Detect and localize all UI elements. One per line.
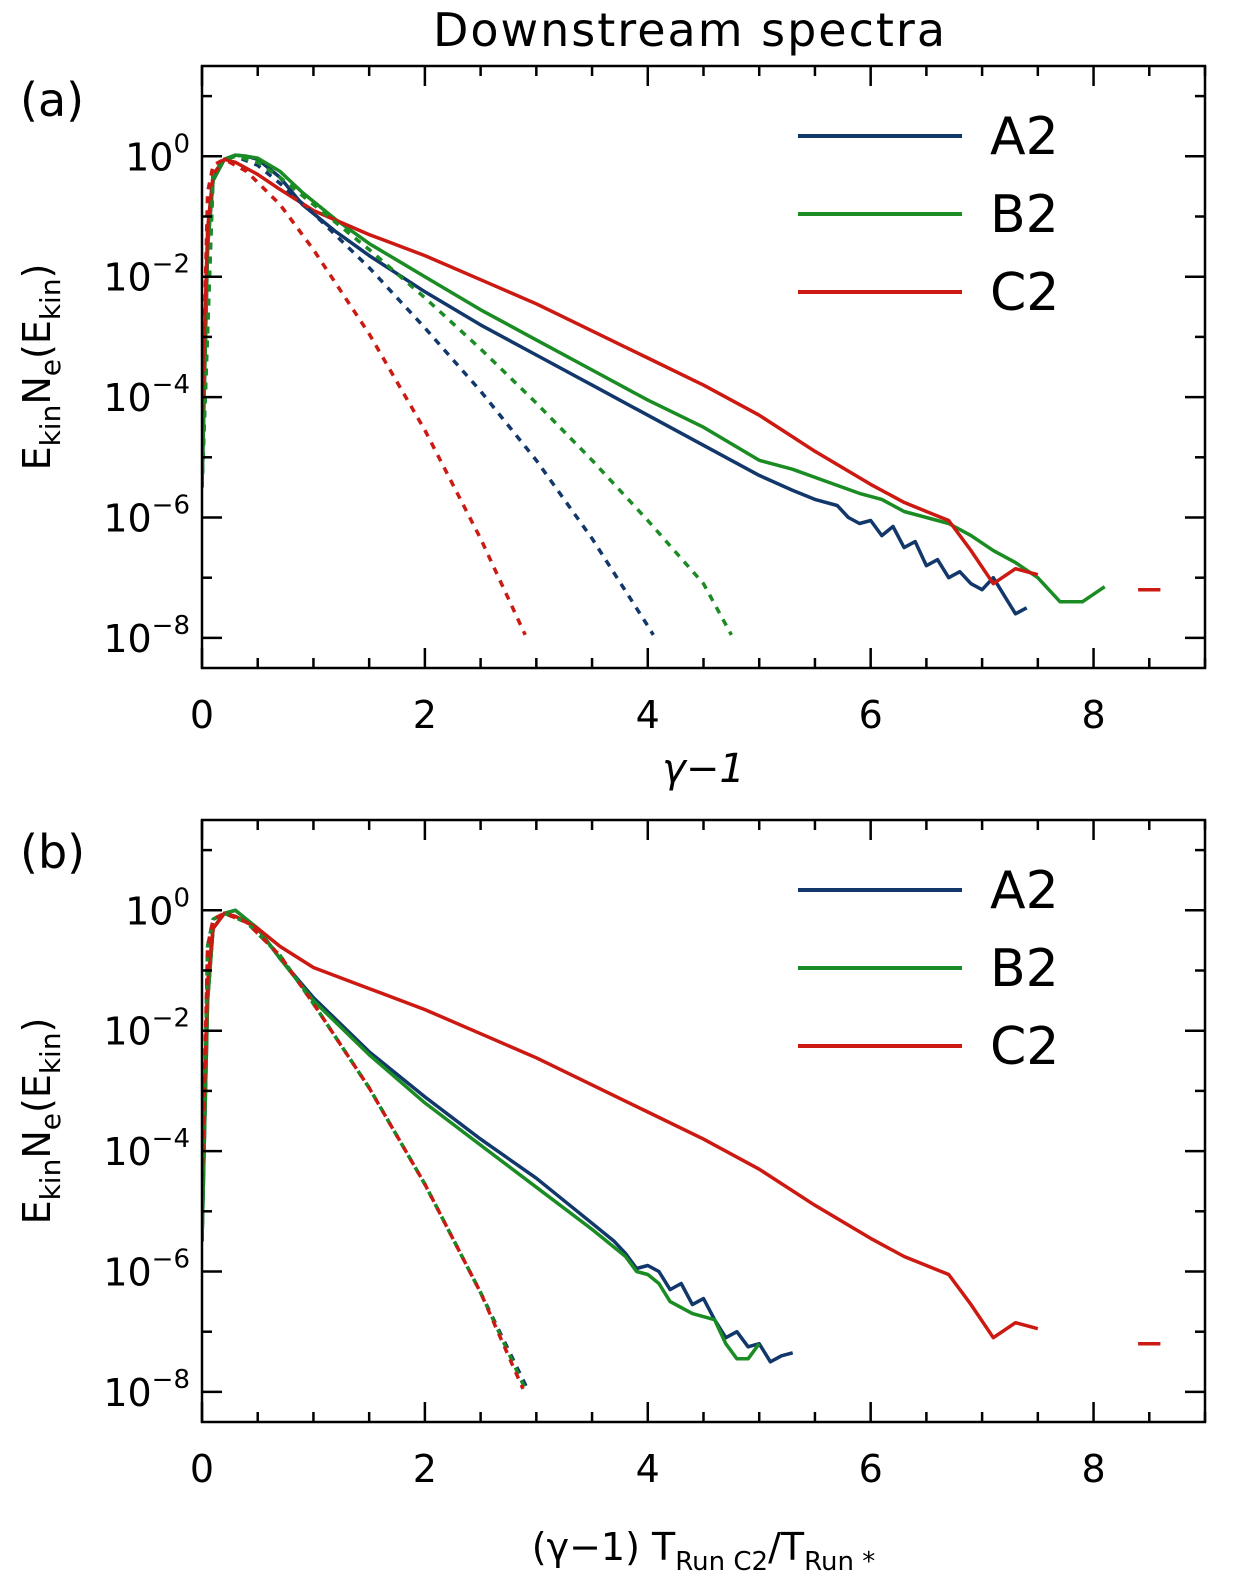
panel-label: (b)	[20, 825, 85, 879]
series-c2-solid-line	[202, 911, 1039, 1340]
y-axis-label: EkinNe(Ekin)	[15, 264, 67, 471]
panel-label: (a)	[20, 73, 84, 127]
x-tick-label: 2	[413, 693, 437, 737]
x-axis-label: (γ−1) TRun C2/TRun *	[532, 1525, 875, 1572]
y-tick-label: 10−8	[103, 1365, 190, 1415]
y-tick-label: 10−6	[103, 1245, 190, 1295]
y-tick-label: 10−8	[103, 611, 190, 661]
legend-label-c2: C2	[990, 263, 1059, 323]
panel-a: 0 2 4 6 8 100 10−2 10−4 10−6 10−8 (a) EkinNe(Ekin) γ…	[15, 64, 1207, 792]
series-a2-dotted-line	[202, 154, 655, 636]
y-tick-label: 10−4	[103, 370, 190, 420]
x-tick-label: 8	[1081, 1447, 1105, 1491]
y-tick-label: 100	[125, 883, 190, 933]
y-tick-label: 10−6	[103, 491, 190, 541]
legend-label-b2: B2	[990, 939, 1059, 999]
series-group	[202, 153, 1161, 636]
panel-b: 0 2 4 6 8 100 10−2 10−4 10−6 10−8 (b) EkinNe(Ekin) (…	[15, 818, 1207, 1572]
legend-label-b2: B2	[990, 185, 1059, 245]
series-a2-solid-line	[202, 908, 794, 1364]
x-tick-label: 0	[190, 693, 214, 737]
x-tick-label: 6	[859, 693, 883, 737]
y-tick-label: 10−2	[103, 1004, 190, 1054]
y-tick-label: 10−2	[103, 250, 190, 300]
legend-label-a2: A2	[990, 861, 1059, 921]
x-tick-label: 2	[413, 1447, 437, 1491]
x-tick-label: 6	[859, 1447, 883, 1491]
series-group	[202, 908, 1161, 1390]
series-c2-dotted-line	[202, 911, 525, 1390]
x-tick-label: 0	[190, 1447, 214, 1491]
series-a2-solid-line	[202, 153, 1028, 616]
series-c2-solid-line	[202, 157, 1039, 586]
legend: A2 B2 C2	[798, 107, 1059, 323]
x-axis-label: γ−1	[662, 746, 745, 792]
legend-label-a2: A2	[990, 107, 1059, 167]
series-a2-dotted-line	[202, 911, 529, 1390]
legend-label-c2: C2	[990, 1017, 1059, 1077]
series-b2-solid-line	[202, 908, 761, 1361]
y-axis-label: EkinNe(Ekin)	[15, 1018, 67, 1225]
series-c2-dotted-line	[202, 157, 527, 636]
figure-title: Downstream spectra	[433, 3, 947, 57]
y-tick-label: 100	[125, 129, 190, 179]
x-tick-label: 4	[636, 1447, 660, 1491]
legend: A2 B2 C2	[798, 861, 1059, 1077]
x-tick-label: 8	[1081, 693, 1105, 737]
series-b2-dotted-line	[202, 154, 733, 636]
series-b2-solid-line	[202, 153, 1106, 604]
x-tick-label: 4	[636, 693, 660, 737]
y-tick-label: 10−4	[103, 1124, 190, 1174]
